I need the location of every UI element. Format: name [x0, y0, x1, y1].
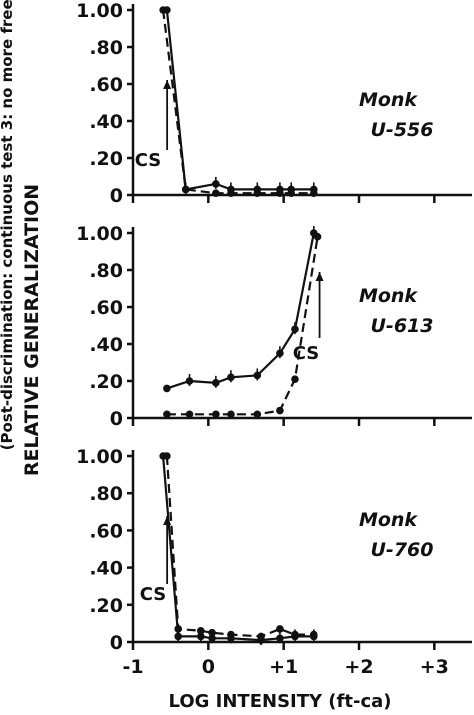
y-tick-label: 0 — [110, 185, 123, 207]
cs-label: CS — [293, 343, 320, 364]
y-tick-label: .20 — [89, 595, 123, 617]
y-tick-label: 0 — [110, 632, 123, 654]
data-point-dashed — [197, 627, 205, 635]
series-line-solid — [162, 455, 314, 642]
data-point-dashed — [253, 189, 262, 197]
y-tick-label: .60 — [89, 520, 123, 542]
y-tick-label: .20 — [89, 148, 123, 170]
x-tick-label: +3 — [420, 656, 449, 678]
y-tick-label: .60 — [89, 74, 123, 96]
x-tick-label: -1 — [122, 656, 143, 678]
y-tick-label: .80 — [89, 37, 123, 59]
data-point-dashed — [291, 375, 299, 383]
data-point-dashed — [174, 625, 182, 633]
subject-name: Monk — [359, 89, 418, 111]
data-point-dashed — [227, 189, 235, 197]
subject-id: U-556 — [371, 119, 434, 141]
cs-arrow-head — [315, 272, 324, 281]
cs-arrow-head — [163, 80, 172, 89]
data-point-solid — [163, 384, 171, 393]
data-point-dashed — [212, 410, 220, 419]
x-tick-label: 0 — [202, 656, 215, 678]
y-tick-label: 1.00 — [76, 0, 123, 22]
data-point-dashed — [163, 410, 171, 419]
data-point-dashed — [313, 232, 322, 241]
series-line-dashed — [166, 236, 319, 416]
data-point-dashed — [212, 189, 220, 197]
y-axis-labels: RELATIVE GENERALIZATION (Post-discrimina… — [0, 0, 43, 476]
y-tick-label: 1.00 — [76, 446, 123, 468]
data-point-dashed — [208, 628, 216, 637]
data-point-dashed — [310, 189, 318, 197]
y-tick-label: .20 — [89, 371, 123, 393]
x-axis: -1 0 +1 +2 +3 — [122, 656, 448, 678]
data-point-dashed — [227, 410, 235, 419]
y-tick-label: .40 — [89, 111, 123, 133]
y-tick-label: .80 — [89, 260, 123, 282]
x-tick-label: +2 — [344, 656, 373, 678]
subject-id: U-760 — [371, 539, 434, 561]
cs-arrow-head — [163, 516, 172, 525]
y-axis-label: RELATIVE GENERALIZATION — [21, 184, 43, 476]
series-line-dashed — [162, 9, 314, 195]
cs-label: CS — [135, 150, 162, 171]
series-line-dashed — [165, 455, 314, 638]
y-tick-label: 1.00 — [76, 223, 123, 245]
data-point-dashed — [276, 406, 284, 415]
series-line-solid — [165, 9, 314, 191]
x-tick-label: +1 — [269, 656, 298, 678]
data-point-dashed — [163, 452, 171, 460]
y-axis-secondary-label: (Post-discrimination: continuous test 3:… — [0, 0, 16, 450]
y-tick-label: .80 — [89, 483, 123, 505]
chart-panels: 0 .20 .40 .60 .80 1.00 Monk U-556 CS 0 .20 .40 .60 .8… — [76, 0, 472, 654]
data-point-dashed — [310, 630, 318, 639]
data-point-dashed — [276, 189, 284, 197]
y-tick-label: .40 — [89, 334, 123, 356]
cs-label: CS — [140, 584, 167, 605]
panel-2: 0 .20 .40 .60 .80 1.00 Monk U-613 CS — [76, 223, 472, 430]
y-tick-label: 0 — [110, 408, 123, 430]
data-point-dashed — [287, 189, 296, 197]
data-point-dashed — [291, 630, 299, 639]
panel-3: 0 .20 .40 .60 .80 1.00 Monk U-760 CS — [76, 446, 472, 654]
y-tick-label: .60 — [89, 297, 123, 319]
data-point-dashed — [185, 410, 194, 419]
data-point-dashed — [253, 410, 262, 419]
data-point-dashed — [257, 632, 265, 641]
data-point-dashed — [159, 6, 167, 14]
y-tick-label: .40 — [89, 558, 123, 580]
subject-name: Monk — [359, 509, 418, 531]
subject-id: U-613 — [371, 315, 434, 337]
data-point-dashed — [181, 185, 190, 194]
panel-1: 0 .20 .40 .60 .80 1.00 Monk U-556 CS — [76, 0, 472, 207]
x-axis-label: LOG INTENSITY (ft-ca) — [169, 691, 392, 712]
data-point-dashed — [227, 630, 235, 639]
subject-name: Monk — [359, 285, 418, 307]
series-line-solid — [166, 232, 315, 390]
data-point-dashed — [276, 625, 284, 633]
